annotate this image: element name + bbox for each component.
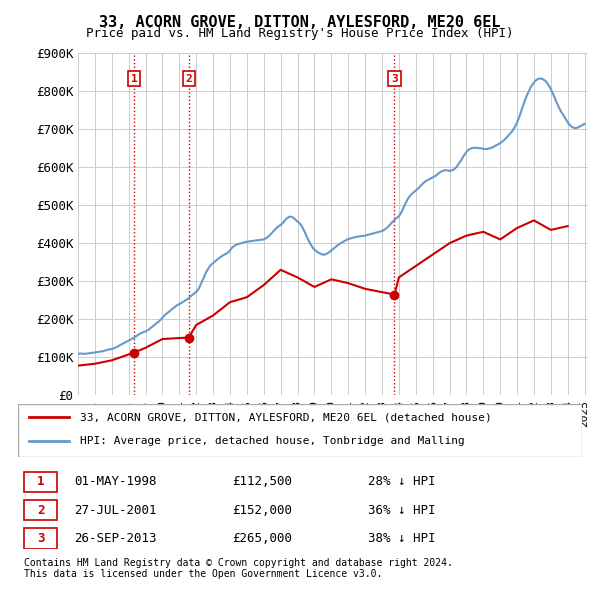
Text: £112,500: £112,500: [232, 476, 292, 489]
Text: 3: 3: [391, 74, 398, 84]
Text: This data is licensed under the Open Government Licence v3.0.: This data is licensed under the Open Gov…: [24, 569, 382, 579]
FancyBboxPatch shape: [23, 528, 58, 549]
FancyBboxPatch shape: [18, 404, 582, 457]
Text: HPI: Average price, detached house, Tonbridge and Malling: HPI: Average price, detached house, Tonb…: [80, 437, 465, 446]
Text: 1: 1: [131, 74, 137, 84]
Text: 2: 2: [185, 74, 192, 84]
Text: 26-SEP-2013: 26-SEP-2013: [74, 532, 157, 545]
Text: 1: 1: [37, 476, 44, 489]
Text: £265,000: £265,000: [232, 532, 292, 545]
Text: 33, ACORN GROVE, DITTON, AYLESFORD, ME20 6EL (detached house): 33, ACORN GROVE, DITTON, AYLESFORD, ME20…: [80, 412, 492, 422]
Text: 3: 3: [37, 532, 44, 545]
FancyBboxPatch shape: [23, 500, 58, 520]
Text: Price paid vs. HM Land Registry's House Price Index (HPI): Price paid vs. HM Land Registry's House …: [86, 27, 514, 40]
Text: £152,000: £152,000: [232, 504, 292, 517]
FancyBboxPatch shape: [23, 472, 58, 492]
Text: 33, ACORN GROVE, DITTON, AYLESFORD, ME20 6EL: 33, ACORN GROVE, DITTON, AYLESFORD, ME20…: [99, 15, 501, 30]
Text: 2: 2: [37, 504, 44, 517]
Text: 27-JUL-2001: 27-JUL-2001: [74, 504, 157, 517]
Text: Contains HM Land Registry data © Crown copyright and database right 2024.: Contains HM Land Registry data © Crown c…: [24, 558, 453, 568]
Text: 36% ↓ HPI: 36% ↓ HPI: [368, 504, 435, 517]
Text: 38% ↓ HPI: 38% ↓ HPI: [368, 532, 435, 545]
Text: 28% ↓ HPI: 28% ↓ HPI: [368, 476, 435, 489]
Text: 01-MAY-1998: 01-MAY-1998: [74, 476, 157, 489]
